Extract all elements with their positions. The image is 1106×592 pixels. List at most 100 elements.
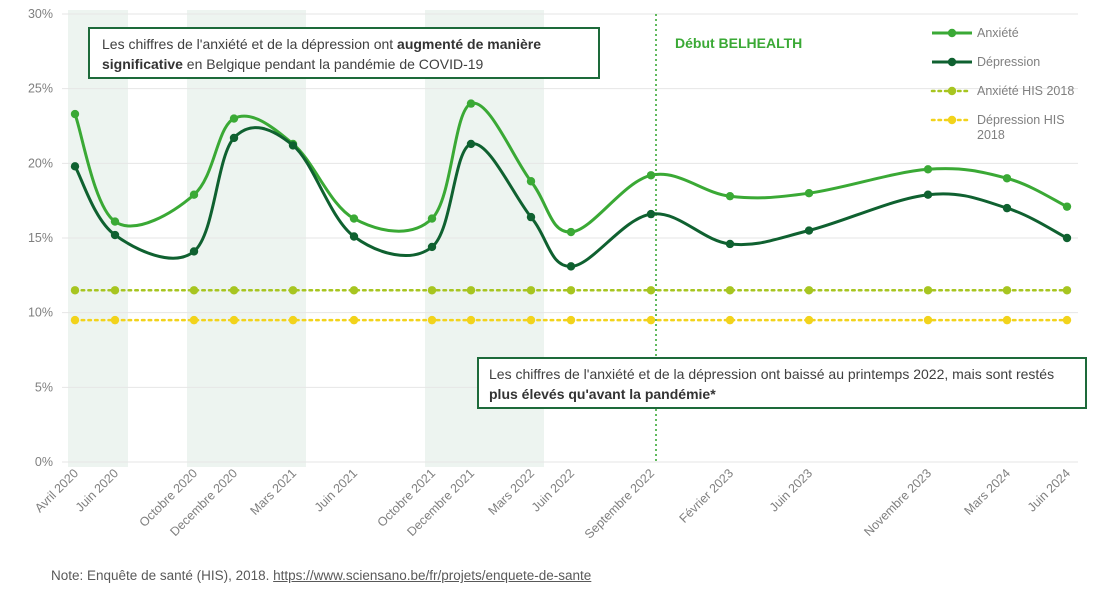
data-point (427, 315, 437, 325)
data-point (1002, 315, 1012, 325)
data-point (566, 227, 576, 237)
data-point (288, 286, 298, 295)
data-point (288, 315, 298, 325)
x-tick-label: Juin 2023 (767, 466, 815, 514)
data-point (526, 286, 536, 295)
x-tick-label: Juin 2022 (529, 466, 577, 514)
data-point (427, 286, 437, 295)
data-point (526, 177, 536, 186)
data-point (566, 315, 576, 325)
data-point (804, 226, 814, 235)
data-point (526, 212, 536, 222)
series-d-pression-his-2018 (70, 315, 1072, 325)
y-tick-label: 10% (28, 306, 53, 320)
y-tick-label: 25% (28, 82, 53, 96)
data-point (110, 286, 120, 295)
data-point (923, 165, 933, 174)
data-point (70, 109, 80, 119)
data-point (70, 162, 80, 171)
y-tick-label: 20% (28, 156, 53, 170)
series-d-pression (70, 126, 1072, 271)
data-point (1062, 315, 1072, 325)
data-point (923, 315, 933, 325)
data-point (110, 230, 120, 240)
data-point (725, 315, 735, 325)
data-point (466, 286, 476, 295)
x-tick-label: Decembre 2021 (404, 466, 477, 539)
annotation-2-bold: plus élevés qu'avant la pandémie* (489, 386, 716, 402)
source-link[interactable]: https://www.sciensano.be/fr/projets/enqu… (273, 568, 592, 583)
annotation-box-increase: Les chiffres de l'anxiété et de la dépre… (88, 27, 600, 79)
data-point (923, 286, 933, 295)
annotation-1-text-b: en Belgique pendant la pandémie de COVID… (182, 56, 484, 72)
data-point (804, 286, 814, 295)
source-note: Note: Enquête de santé (HIS), 2018. http… (51, 568, 591, 583)
data-point (229, 315, 239, 325)
data-point (646, 286, 656, 295)
data-point (110, 315, 120, 325)
legend-swatch-marker (947, 28, 957, 38)
data-point (566, 262, 576, 271)
data-point (1002, 203, 1012, 213)
data-point (526, 315, 536, 325)
data-point (229, 114, 239, 123)
legend-swatch-marker (947, 115, 957, 125)
x-tick-label: Mars 2024 (961, 466, 1013, 518)
data-point (189, 247, 199, 256)
data-point (288, 141, 298, 150)
data-point (466, 315, 476, 325)
legend-label: Anxiété HIS 2018 (977, 84, 1074, 98)
data-point (725, 286, 735, 295)
annotation-1-text-a: Les chiffres de l'anxiété et de la dépre… (102, 36, 398, 52)
gridlines (62, 13, 1078, 463)
x-tick-label: Mars 2022 (485, 466, 537, 518)
data-point (189, 190, 199, 199)
x-tick-label: Novembre 2023 (861, 466, 934, 539)
data-point (189, 315, 199, 325)
data-point (349, 214, 359, 223)
y-tick-label: 30% (28, 7, 53, 21)
data-point (646, 315, 656, 325)
data-point (427, 242, 437, 252)
data-point (110, 217, 120, 226)
data-point (229, 133, 239, 143)
data-point (466, 99, 476, 108)
x-tick-label: Mars 2021 (247, 466, 299, 518)
note-prefix: Note: Enquête de santé (HIS), 2018. (51, 568, 274, 583)
data-point (725, 191, 735, 201)
x-tick-label: Février 2023 (677, 466, 737, 526)
legend-label: Dépression (977, 55, 1040, 69)
data-point (646, 171, 656, 180)
data-point (427, 214, 437, 223)
data-point (70, 315, 80, 325)
data-point (804, 315, 814, 325)
series-line (73, 126, 1068, 268)
data-point (1002, 174, 1012, 183)
series-line (73, 101, 1068, 234)
y-tick-label: 0% (35, 455, 53, 469)
data-point (1062, 286, 1072, 295)
x-tick-label: Juin 2020 (73, 466, 121, 514)
legend-label: Dépression HIS 2018 (977, 113, 1065, 142)
series-anxi-t-his-2018 (70, 286, 1072, 295)
data-point (1002, 286, 1012, 295)
series-lines (70, 99, 1072, 325)
data-point (466, 139, 476, 149)
data-point (923, 190, 933, 199)
x-tick-label: Septembre 2022 (582, 466, 657, 541)
data-point (725, 239, 735, 249)
x-tick-label: Juin 2021 (312, 466, 360, 514)
data-point (646, 209, 656, 219)
legend: Anxiété Dépression Anxiété HIS 2018 Dépress… (930, 26, 1074, 142)
data-point (1062, 233, 1072, 243)
data-point (349, 232, 359, 241)
data-point (1062, 202, 1072, 211)
legend-label: Anxiété (977, 26, 1019, 40)
data-point (189, 286, 199, 295)
annotation-box-decrease: Les chiffres de l'anxiété et de la dépre… (477, 357, 1087, 409)
x-tick-label: Avril 2020 (32, 466, 81, 515)
x-tick-label: Juin 2024 (1025, 466, 1073, 514)
annotation-2-text-a: Les chiffres de l'anxiété et de la dépre… (489, 366, 1055, 382)
